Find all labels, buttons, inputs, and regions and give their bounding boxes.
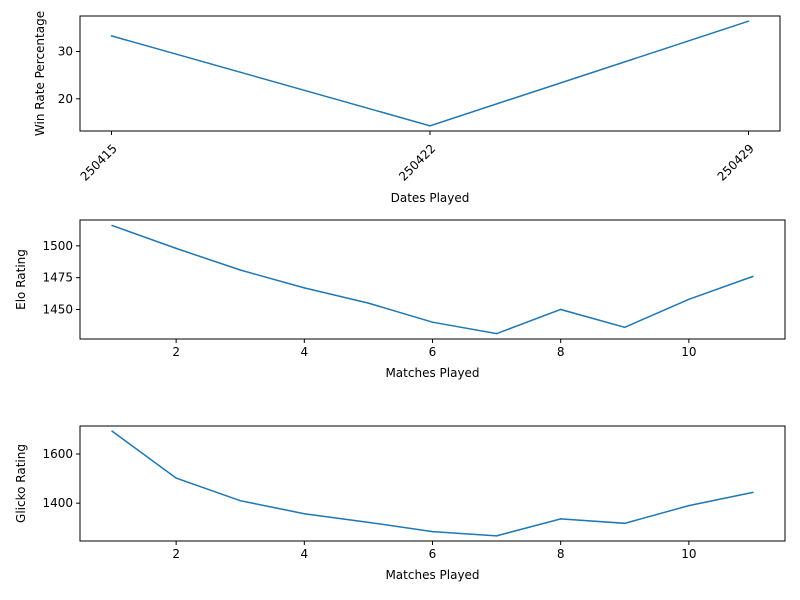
data-point: [747, 20, 750, 22]
data-point: [175, 247, 177, 250]
x-tick-label: 2: [172, 547, 180, 561]
x-axis-label: Dates Played: [391, 191, 470, 205]
x-tick-label: 6: [429, 345, 437, 359]
series-line: [111, 20, 749, 127]
subplot-1: 250415 250422 250429 20 30 Dates Played Win Ra…: [33, 11, 781, 205]
y-axis-label: Glicko Rating: [14, 444, 28, 523]
y-axis-label: Elo Rating: [14, 249, 28, 310]
data-point: [429, 125, 431, 127]
x-tick-label: 250429: [715, 141, 757, 183]
data-point: [367, 521, 370, 524]
series-line: [111, 224, 754, 335]
series-line: [111, 430, 754, 537]
data-point: [559, 518, 562, 520]
data-point: [495, 535, 498, 537]
data-point: [495, 332, 498, 335]
data-point: [175, 477, 177, 479]
data-point: [688, 298, 690, 301]
axes-frame: [79, 15, 781, 132]
data-point: [111, 224, 113, 227]
data-point: [559, 308, 562, 311]
y-tick-label: 1450: [42, 302, 73, 316]
data-point: [303, 512, 306, 515]
y-axis-label: Win Rate Percentage: [33, 11, 47, 136]
axes-frame: [79, 425, 786, 542]
data-point: [624, 522, 626, 525]
data-point: [367, 302, 370, 304]
subplot-2: 2 4 6 8 10 1450 1475 1500 Matches Played Elo Rati…: [14, 219, 786, 380]
x-tick-label: 2: [172, 345, 180, 359]
data-point: [624, 326, 626, 329]
x-tick-label: 4: [300, 547, 308, 561]
x-tick-label: 250422: [396, 141, 438, 183]
subplot-3: 2 4 6 8 10 1400 1600 Matches Played Glicko Ratin…: [14, 425, 786, 582]
y-tick-label: 30: [58, 44, 73, 58]
data-point: [303, 287, 306, 289]
data-point: [110, 35, 113, 37]
x-tick-label: 10: [681, 345, 696, 359]
x-axis-label: Matches Played: [385, 366, 479, 380]
x-tick-label: 10: [681, 547, 696, 561]
data-point: [239, 269, 241, 271]
x-tick-label: 250415: [78, 141, 120, 183]
data-point: [752, 491, 754, 494]
x-tick-label: 4: [300, 345, 308, 359]
data-point: [239, 499, 241, 502]
x-tick-label: 8: [557, 547, 565, 561]
x-tick-label: 6: [429, 547, 437, 561]
axes-frame: [79, 219, 786, 340]
data-point: [431, 530, 434, 533]
y-tick-label: 1475: [42, 271, 73, 285]
data-point: [431, 321, 434, 323]
x-tick-label: 8: [557, 345, 565, 359]
y-tick-label: 20: [58, 92, 73, 106]
y-tick-label: 1600: [42, 447, 73, 461]
y-tick-label: 1500: [42, 239, 73, 253]
data-point: [688, 504, 690, 507]
data-point: [111, 430, 113, 432]
data-point: [752, 275, 754, 278]
x-axis-label: Matches Played: [385, 568, 479, 582]
y-tick-label: 1400: [42, 496, 73, 510]
